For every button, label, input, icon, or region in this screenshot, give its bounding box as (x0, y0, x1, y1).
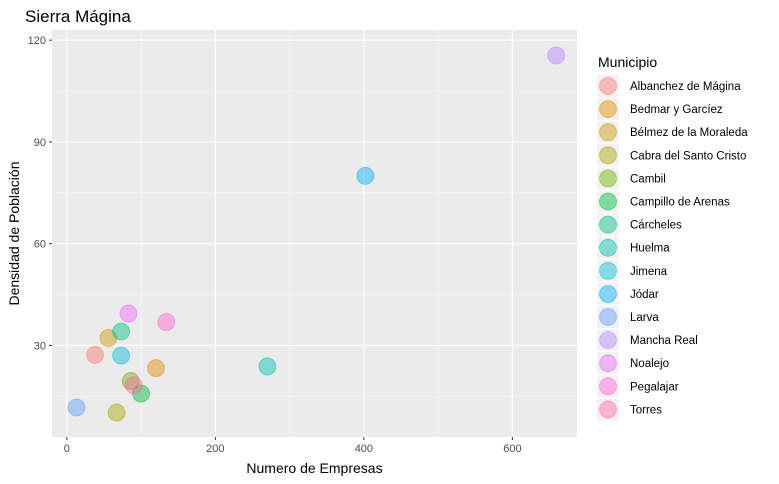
legend-key (599, 169, 617, 188)
y-tick-label: 90 (34, 137, 46, 149)
legend-label: Bélmez de la Moraleda (630, 127, 748, 139)
legend-key (599, 284, 617, 303)
legend-key-bg (597, 121, 619, 144)
legend-key-bg (597, 98, 619, 121)
x-tick-label: 600 (503, 443, 521, 455)
legend-label: Larva (630, 312, 659, 324)
grid-major (52, 30, 577, 437)
data-point (67, 398, 86, 417)
data-point (112, 322, 130, 341)
y-tick-label: 120 (28, 35, 46, 47)
data-point (112, 346, 130, 365)
y-axis-title: Densidad de Población (6, 162, 22, 306)
data-point (157, 313, 176, 331)
legend-label: Bedmar y Garcíez (630, 104, 723, 116)
legend-key (599, 331, 617, 350)
legend-label: Cambil (630, 173, 666, 185)
legend-key (599, 238, 617, 257)
legend-key-bg (597, 329, 619, 352)
legend-label: Albanchez de Mágina (630, 81, 741, 93)
legend-key-bg (597, 213, 619, 236)
data-point (107, 403, 126, 422)
legend-key-bg (597, 190, 619, 213)
data-point (147, 359, 165, 378)
plot-panel (52, 30, 577, 437)
legend-label: Cárcheles (630, 220, 682, 232)
legend-key (599, 192, 617, 211)
legend-key-bg (597, 398, 619, 421)
legend-label: Pegalajar (630, 381, 679, 393)
x-axis-title: Numero de Empresas (246, 460, 382, 476)
data-point (258, 357, 277, 376)
legend-key (599, 377, 617, 396)
legend: Municipio Albanchez de Mágina Bedmar y Ga… (597, 54, 748, 421)
legend-key-bg (597, 75, 619, 97)
legend-key (599, 261, 617, 280)
data-point (547, 46, 566, 65)
data-point (86, 346, 104, 364)
legend-label: Noalejo (630, 358, 669, 370)
data-point (119, 304, 138, 323)
legend-key-bg (597, 144, 619, 167)
legend-label: Mancha Real (630, 335, 698, 347)
grid-minor (52, 30, 577, 437)
legend-key (599, 354, 617, 373)
legend-label: Campillo de Arenas (630, 197, 730, 209)
legend-key (599, 146, 617, 165)
x-tick-label: 0 (64, 443, 70, 455)
axis-ticks: 0 200 400 600 30 60 90 120 (28, 35, 522, 455)
y-tick-label: 30 (34, 340, 46, 352)
legend-key (599, 100, 617, 118)
legend-key (599, 215, 617, 234)
legend-key-bg (597, 282, 619, 305)
legend-key-bg (597, 375, 619, 398)
data-point (124, 376, 143, 395)
legend-key-bg (597, 259, 619, 282)
legend-label: Jimena (630, 266, 668, 278)
legend-label: Torres (630, 404, 662, 416)
legend-label: Huelma (630, 243, 670, 255)
x-tick-label: 200 (206, 443, 224, 455)
y-tick-label: 60 (34, 239, 46, 251)
data-point (356, 166, 375, 185)
chart-title: Sierra Mágina (25, 7, 131, 26)
legend-key (599, 400, 617, 419)
x-tick-label: 400 (355, 443, 373, 455)
legend-key (599, 123, 617, 142)
data-points (67, 46, 566, 422)
legend-title: Municipio (598, 54, 657, 70)
legend-label: Jódar (630, 289, 659, 301)
legend-key-bg (597, 352, 619, 375)
legend-key-bg (597, 306, 619, 328)
legend-key (599, 77, 617, 95)
legend-label: Cabra del Santo Cristo (630, 150, 746, 162)
legend-key-bg (597, 167, 619, 190)
legend-key (599, 308, 617, 326)
legend-key-bg (597, 236, 619, 259)
